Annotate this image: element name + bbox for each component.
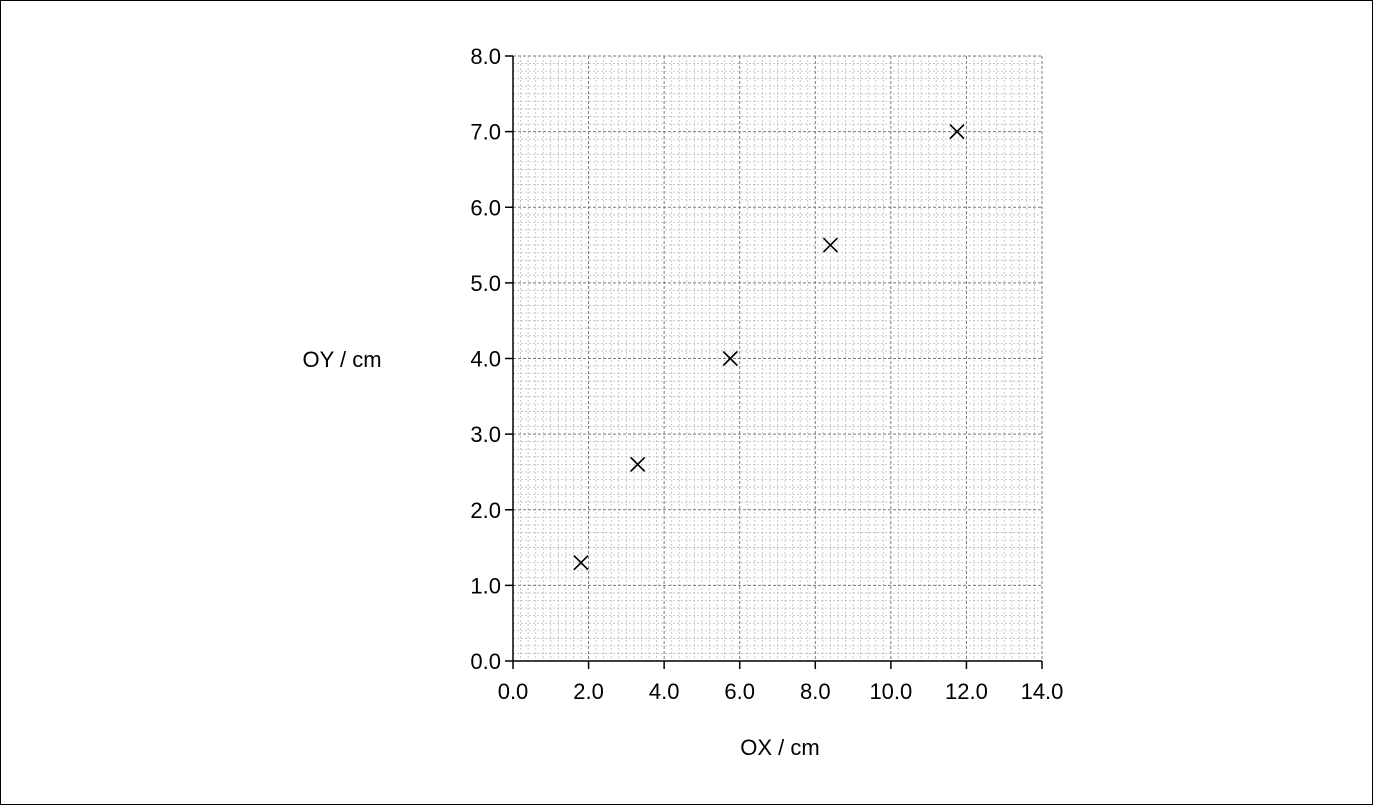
x-tick-label: 4.0	[649, 679, 680, 704]
data-point	[722, 350, 738, 367]
y-tick-label: 2.0	[470, 498, 501, 523]
y-tick-label: 4.0	[470, 347, 501, 372]
x-tick-label: 10.0	[869, 679, 912, 704]
x-tick-label: 8.0	[800, 679, 831, 704]
y-axis-label: OY / cm	[302, 347, 381, 372]
x-tick-label: 12.0	[945, 679, 988, 704]
data-point	[949, 124, 965, 140]
x-tick-label: 0.0	[498, 679, 529, 704]
x-tick-label: 6.0	[724, 679, 755, 704]
tick-labels: 0.0 2.0 4.0 6.0 8.0 10.0 12.0 14.0 0.0 1.0 2.0 3.0 4…	[470, 44, 1063, 704]
tick-marks	[505, 55, 1043, 669]
data-point-stroke	[949, 124, 965, 140]
data-point	[573, 555, 589, 571]
y-tick-label: 0.0	[470, 649, 501, 674]
y-tick-label: 1.0	[470, 573, 501, 598]
data-point-stroke	[573, 555, 589, 571]
x-tick-label: 2.0	[573, 679, 604, 704]
y-tick-label: 8.0	[470, 44, 501, 69]
data-point-stroke	[630, 456, 646, 472]
y-tick-label: 5.0	[470, 271, 501, 296]
data-points	[573, 124, 965, 571]
data-point	[630, 456, 646, 472]
x-axis-label: OX / cm	[740, 735, 819, 760]
data-point-stroke	[822, 237, 838, 253]
y-tick-label: 3.0	[470, 422, 501, 447]
x-tick-label: 14.0	[1021, 679, 1064, 704]
y-tick-label: 6.0	[470, 195, 501, 220]
data-point-stroke	[722, 350, 738, 367]
grid	[512, 55, 1043, 662]
y-tick-label: 7.0	[470, 120, 501, 145]
data-point	[822, 237, 838, 253]
